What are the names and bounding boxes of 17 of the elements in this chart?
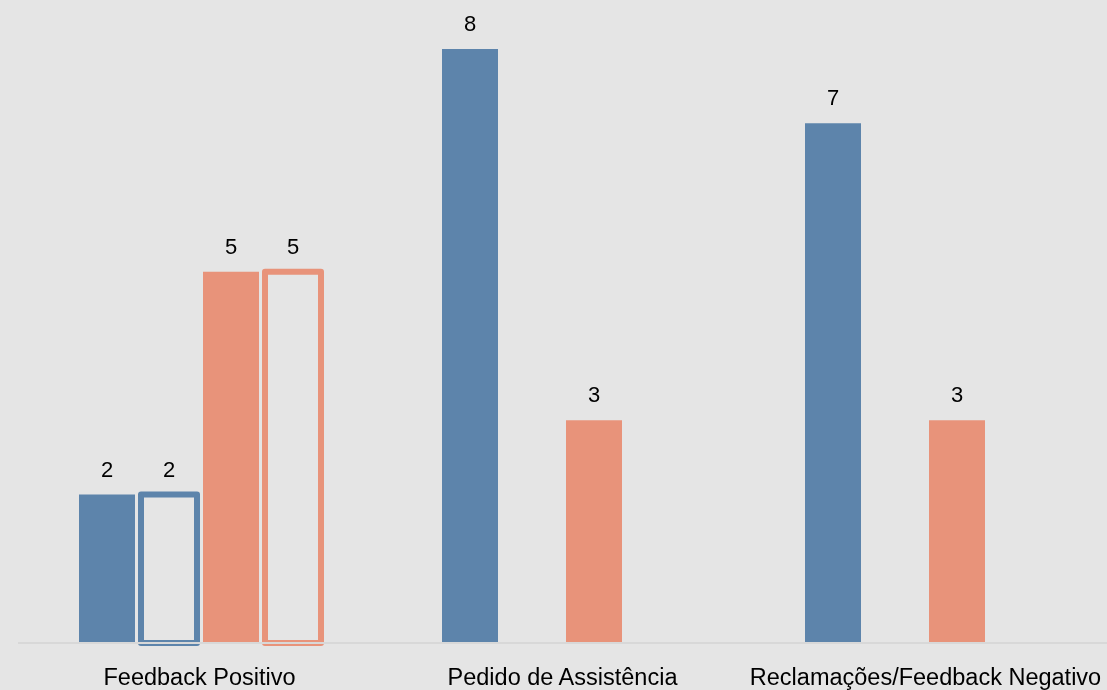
- bar: [203, 271, 259, 643]
- bar: [566, 420, 622, 643]
- data-label: 5: [286, 233, 300, 259]
- bar: [442, 49, 498, 643]
- bar: [79, 494, 135, 643]
- bar: [929, 420, 985, 643]
- data-label: 7: [826, 85, 840, 111]
- x-tick-label: Pedido de Assistência: [447, 663, 679, 690]
- data-label: 2: [100, 456, 114, 482]
- data-label: 5: [224, 233, 238, 259]
- data-label: 3: [950, 382, 964, 408]
- data-label: 8: [463, 11, 477, 36]
- data-label: 2: [162, 456, 176, 482]
- data-label: 3: [587, 382, 601, 408]
- x-tick-label: Feedback Positivo: [103, 663, 296, 690]
- x-tick-label: Reclamações/Feedback Negativo: [749, 663, 1102, 690]
- bar: [805, 123, 861, 643]
